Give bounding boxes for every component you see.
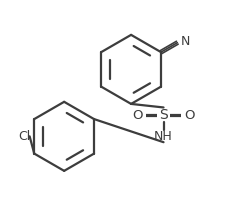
Text: O: O — [184, 109, 195, 122]
Text: Cl: Cl — [18, 130, 31, 143]
Text: O: O — [133, 109, 143, 122]
Text: NH: NH — [154, 130, 173, 143]
Text: S: S — [159, 108, 168, 122]
Text: N: N — [181, 35, 190, 47]
